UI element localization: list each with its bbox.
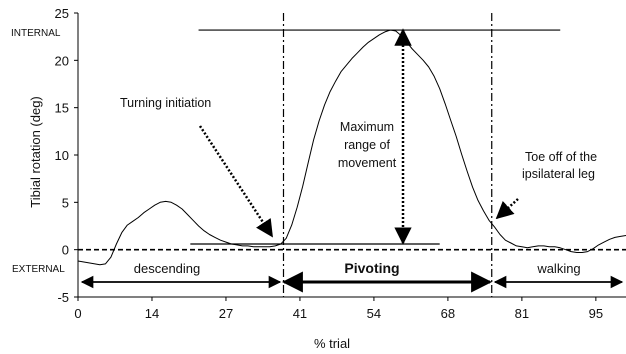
phase-label-pivoting: Pivoting: [344, 260, 399, 276]
y-tick-label: 0: [62, 243, 69, 258]
y-tick-label: 20: [55, 53, 69, 68]
toe-off-arrow: [495, 198, 519, 220]
y-tick-label: 10: [55, 148, 69, 163]
side-label-internal: INTERNAL: [11, 28, 61, 39]
x-tick-label: 27: [219, 306, 233, 321]
x-tick-label: 41: [293, 306, 307, 321]
x-tick-label: 95: [589, 306, 603, 321]
annotation-max-range-line-1: Maximum: [340, 120, 394, 134]
tibial-rotation-series-line: [77, 29, 626, 266]
annotation-max-range-line-3: movement: [338, 156, 397, 170]
y-tick-label: 25: [55, 6, 69, 21]
annotation-toe-off-line-2: ipsilateral leg: [522, 167, 595, 181]
x-tick-label: 54: [367, 306, 381, 321]
series-group: [77, 29, 626, 266]
x-tick-label: 14: [145, 306, 159, 321]
side-label-external: EXTERNAL: [12, 264, 65, 275]
y-tick-label: -5: [57, 290, 69, 305]
y-axis-title: Tibial rotation (deg): [28, 96, 43, 208]
phase-label-walking: walking: [536, 261, 580, 276]
x-tick-label: 0: [74, 306, 81, 321]
annotation-turning-initiation: Turning initiation: [120, 96, 211, 110]
x-tick-label: 68: [441, 306, 455, 321]
phase-label-descending: descending: [134, 261, 201, 276]
y-tick-label: 15: [55, 101, 69, 116]
axes: -5 0 5 10 15 20 25 0 14 27 41 54 68 81 95 % trial Tibial…: [28, 6, 626, 351]
turning-arrow: [198, 125, 274, 238]
y-tick-label: 5: [62, 195, 69, 210]
annotation-max-range-line-2: range of: [344, 138, 390, 152]
x-axis-title: % trial: [314, 336, 350, 351]
annotations: INTERNAL EXTERNAL Turning initiation Max…: [11, 28, 624, 293]
x-tick-label: 81: [515, 306, 529, 321]
annotation-toe-off-line-1: Toe off of the: [525, 150, 597, 164]
